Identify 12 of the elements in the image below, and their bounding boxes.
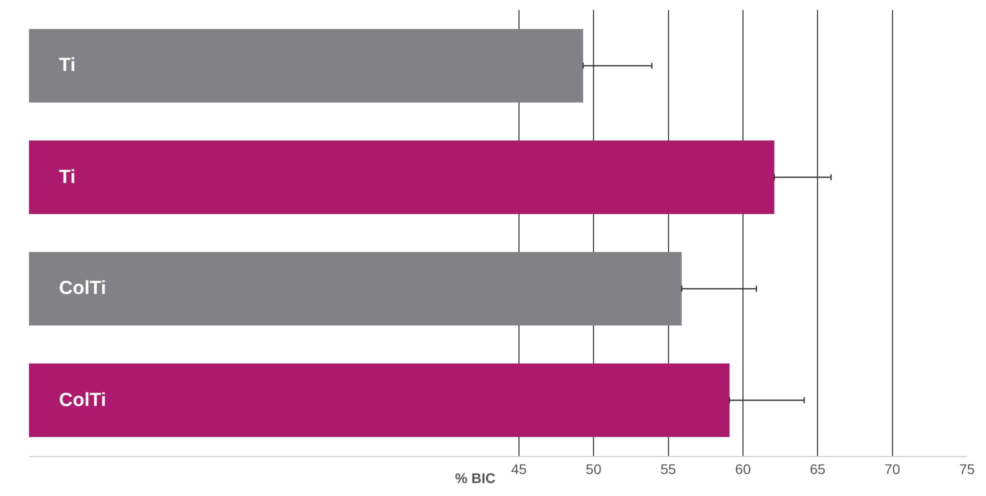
x-tick-label: 75 (959, 460, 975, 477)
x-tick-label: 50 (586, 460, 602, 477)
x-tick-label: 45 (511, 460, 527, 477)
y-tick-label: Ti (59, 167, 76, 188)
x-tick-label: 55 (660, 460, 676, 477)
y-tick-label: Ti (59, 55, 76, 76)
y-tick-label: ColTi (59, 278, 106, 299)
x-axis-title: % BIC (455, 470, 496, 486)
y-tick-label: ColTi (59, 390, 106, 411)
x-tick-label: 60 (735, 460, 751, 477)
x-tick-label: 65 (810, 460, 826, 477)
x-tick-label: 70 (884, 460, 900, 477)
